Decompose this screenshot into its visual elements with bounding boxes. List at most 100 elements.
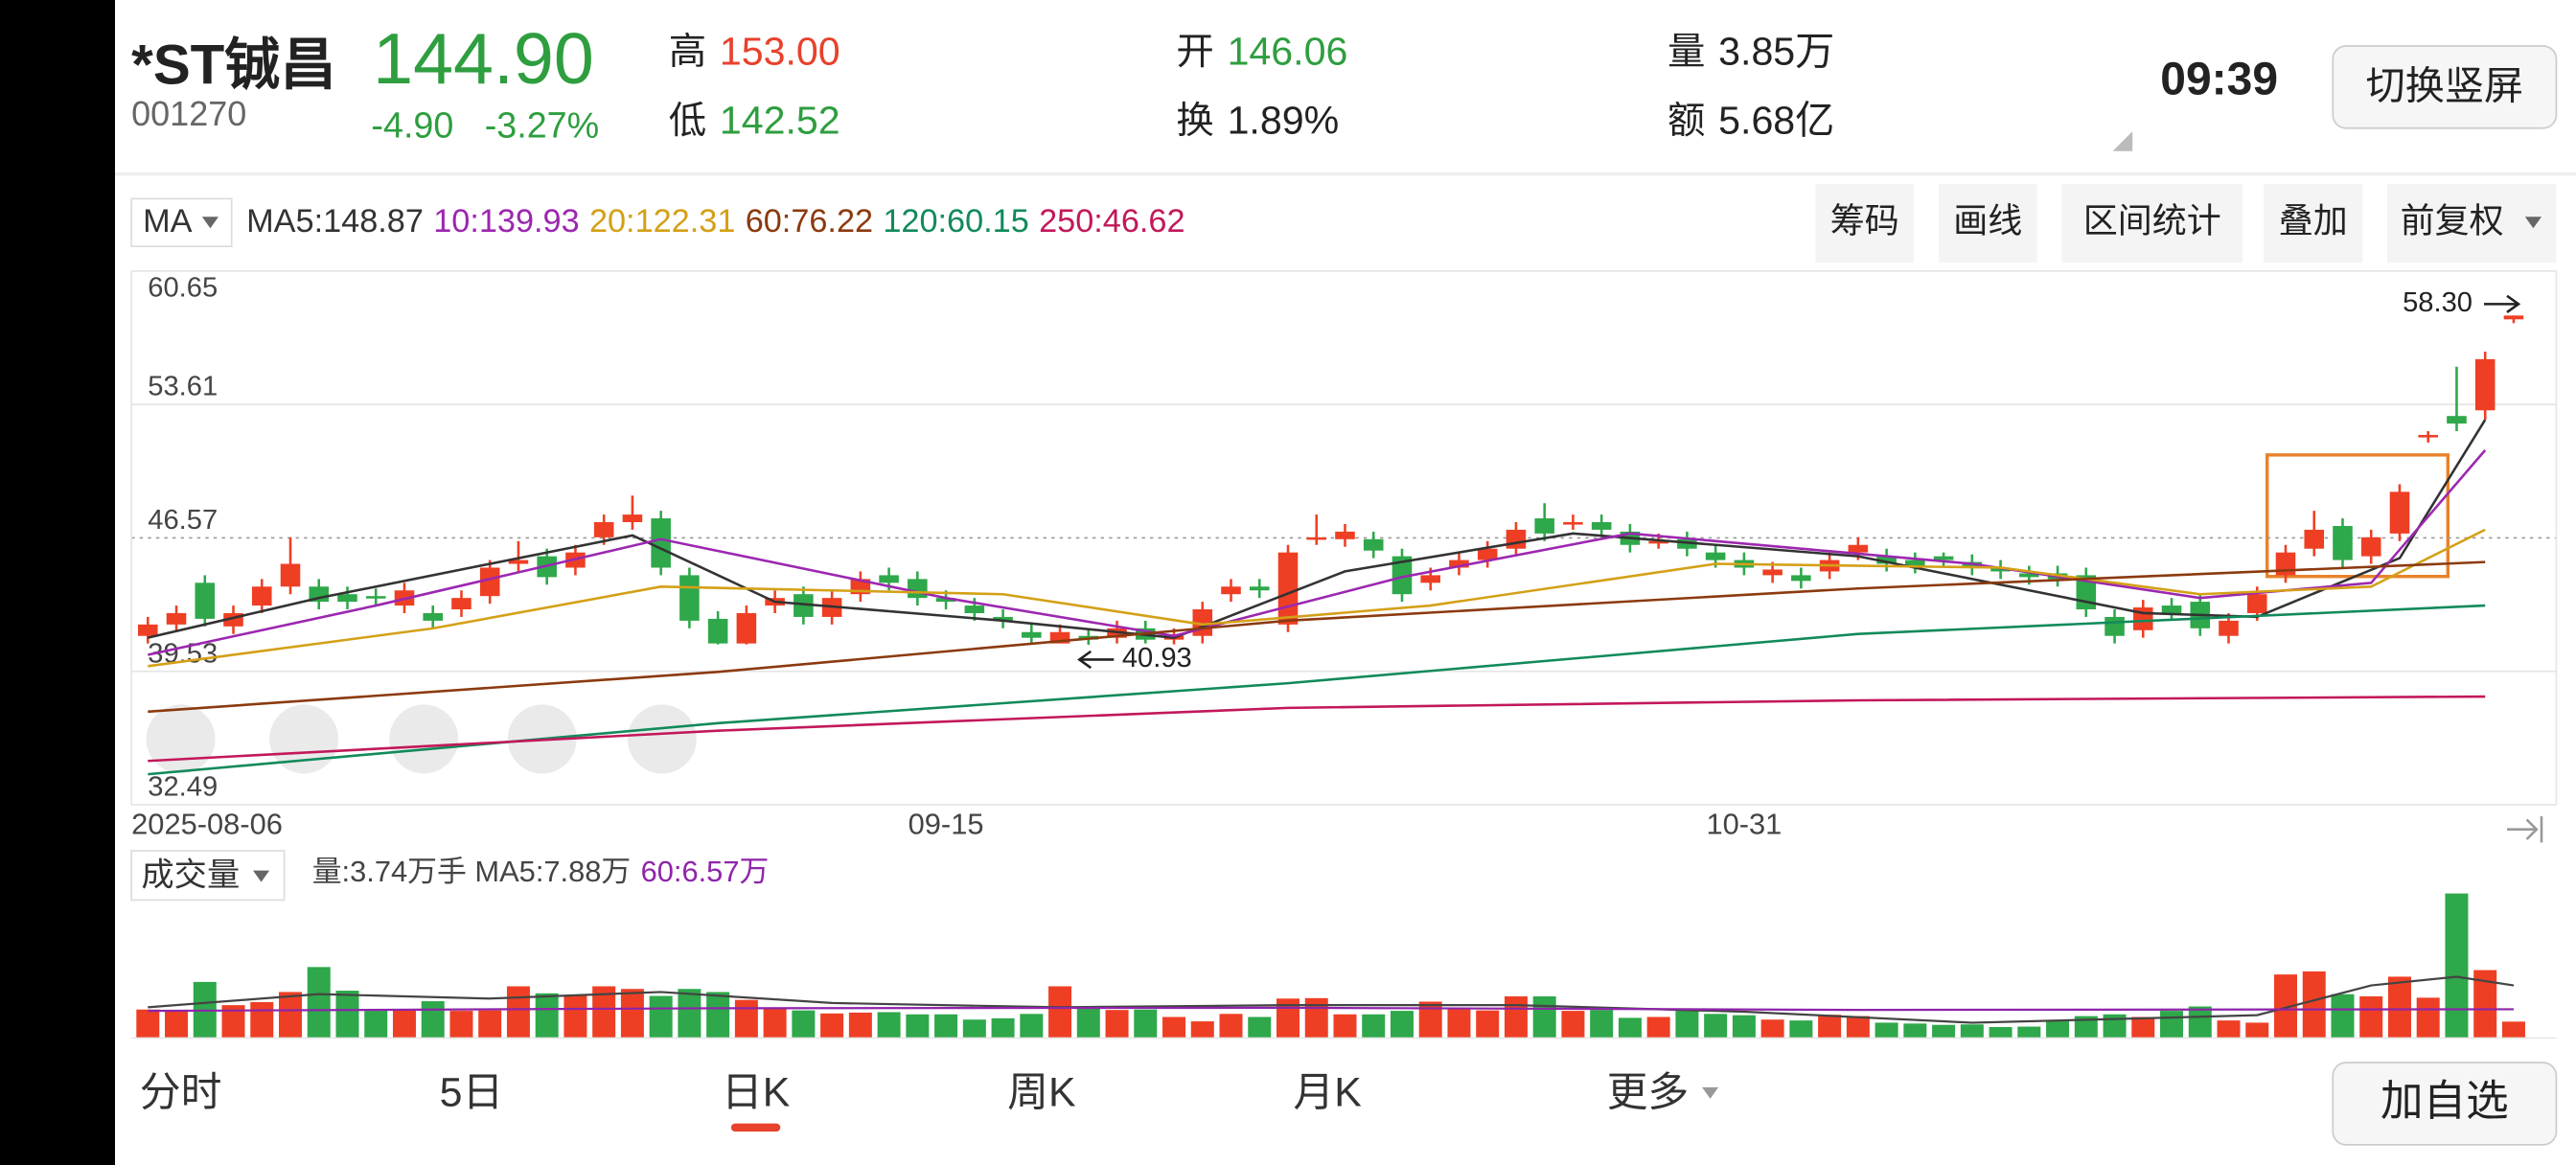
volume-bar <box>364 1011 388 1039</box>
candle-body <box>1363 538 1384 551</box>
stat-value: 146.06 <box>1228 29 1348 73</box>
nav-button[interactable] <box>389 704 459 774</box>
toolbar-button[interactable] <box>1938 184 2037 263</box>
volume-bar <box>1105 1010 1129 1039</box>
left-bar <box>0 0 115 1165</box>
volume-bar <box>2445 893 2469 1039</box>
volume-bar <box>165 1011 189 1039</box>
ma-legend: 60:76.22 <box>746 203 873 240</box>
volume-bar <box>877 1012 901 1039</box>
volume-bar <box>1418 1001 1442 1039</box>
volume-bar <box>1504 996 1528 1039</box>
active-tab-underline <box>730 1123 781 1132</box>
add-watchlist-label[interactable]: 加自选 <box>2380 1078 2509 1125</box>
volume-bar <box>1789 1020 1813 1039</box>
toolbar-button-label[interactable]: 区间统计 <box>2083 201 2221 240</box>
candle-body <box>1049 631 1070 644</box>
candle-body <box>1477 548 1498 560</box>
toolbar-button-label[interactable]: 前复权 <box>2401 201 2504 240</box>
scroll-end-icon[interactable] <box>2525 818 2539 840</box>
toolbar-button-label[interactable]: 画线 <box>1953 201 2022 240</box>
volume-bar <box>678 989 702 1039</box>
ma-dropdown[interactable] <box>130 197 233 248</box>
candle-body <box>1335 531 1355 539</box>
volume-bar <box>706 992 730 1039</box>
toolbar-button[interactable] <box>1815 184 1915 263</box>
tab[interactable]: 5日 <box>440 1070 504 1116</box>
candle-body <box>1762 569 1782 576</box>
volume-legend: 量:3.74万手 MA5:7.88万 <box>312 855 632 888</box>
volume-bar <box>2046 1021 2070 1039</box>
candle-body <box>2447 416 2467 424</box>
stock-name: *ST铖昌 <box>131 34 336 96</box>
candle-body <box>2389 491 2410 534</box>
candle-body <box>1791 575 1811 582</box>
ma-legend: MA5:148.87 <box>246 203 424 240</box>
ma-line <box>148 560 2486 714</box>
volume-bar <box>2387 976 2411 1039</box>
clock: 09:39 <box>2160 54 2278 104</box>
volume-bar <box>820 1013 844 1039</box>
volume-bar <box>1076 1008 1100 1039</box>
nav-button[interactable] <box>146 704 216 774</box>
tab[interactable]: 更多 <box>1607 1070 1690 1116</box>
ma-line <box>148 695 2486 763</box>
nav-button[interactable] <box>627 704 697 774</box>
volume-bar <box>1846 1016 1870 1039</box>
volume-bar <box>991 1017 1015 1039</box>
volume-bar <box>1134 1009 1158 1039</box>
tab[interactable]: 日K <box>722 1070 791 1116</box>
toolbar-button[interactable] <box>2386 184 2557 263</box>
add-watchlist-button[interactable] <box>2332 1062 2558 1146</box>
volume-bar <box>1874 1022 1898 1039</box>
stat-label: 换 <box>1176 100 1213 142</box>
y-tick-label: 60.65 <box>148 272 218 303</box>
volume-bar <box>1447 1008 1471 1039</box>
volume-bar <box>392 1010 416 1039</box>
candle-body <box>479 567 500 597</box>
candle-body <box>1277 552 1299 625</box>
stat-value: 142.52 <box>720 98 840 142</box>
candle-body <box>1420 575 1440 583</box>
tab[interactable]: 分时 <box>140 1070 222 1116</box>
candle-body <box>451 598 472 610</box>
toolbar-button-label[interactable]: 筹码 <box>1830 201 1899 240</box>
high-arrow-head <box>2506 294 2521 313</box>
toolbar-button-label[interactable]: 叠加 <box>2279 201 2348 240</box>
volume-ma-line <box>148 975 2515 1024</box>
low-arrow-head <box>1077 650 1092 670</box>
volume-bar <box>1362 1014 1386 1039</box>
tab[interactable]: 周K <box>1007 1070 1076 1116</box>
candle-body <box>1022 631 1042 638</box>
toolbar-button[interactable] <box>2061 184 2242 263</box>
ma-legend: 20:122.31 <box>589 203 735 240</box>
stat-label: 高 <box>669 31 706 73</box>
toolbar-button[interactable] <box>2264 184 2363 263</box>
volume-dropdown-label[interactable]: 成交量 <box>141 857 240 893</box>
tab[interactable]: 月K <box>1293 1070 1362 1116</box>
volume-bar <box>1390 1011 1414 1039</box>
candle-body <box>2161 605 2182 613</box>
candle-body <box>794 594 814 617</box>
candle-body <box>2360 537 2381 557</box>
ma-legend: 250:46.62 <box>1039 203 1184 240</box>
volume-bar <box>250 1001 274 1039</box>
volume-bar <box>906 1014 930 1039</box>
candle-body <box>964 605 985 613</box>
volume-bar <box>934 1014 958 1039</box>
candle-body <box>1249 586 1270 591</box>
ma-dropdown-label[interactable]: MA <box>143 203 193 240</box>
orientation-button[interactable] <box>2332 45 2558 129</box>
candle-body <box>1677 538 1697 549</box>
change: -4.90 <box>371 105 453 146</box>
volume-bar <box>734 999 758 1039</box>
nav-button[interactable] <box>269 704 339 774</box>
ma-line <box>148 449 2487 656</box>
candle-body <box>1648 540 1668 544</box>
candle-body <box>935 598 956 603</box>
orientation-button-label[interactable]: 切换竖屏 <box>2366 63 2524 107</box>
volume-bar <box>2331 994 2355 1039</box>
high-label: 58.30 <box>2403 287 2472 318</box>
candle-body <box>138 624 158 636</box>
